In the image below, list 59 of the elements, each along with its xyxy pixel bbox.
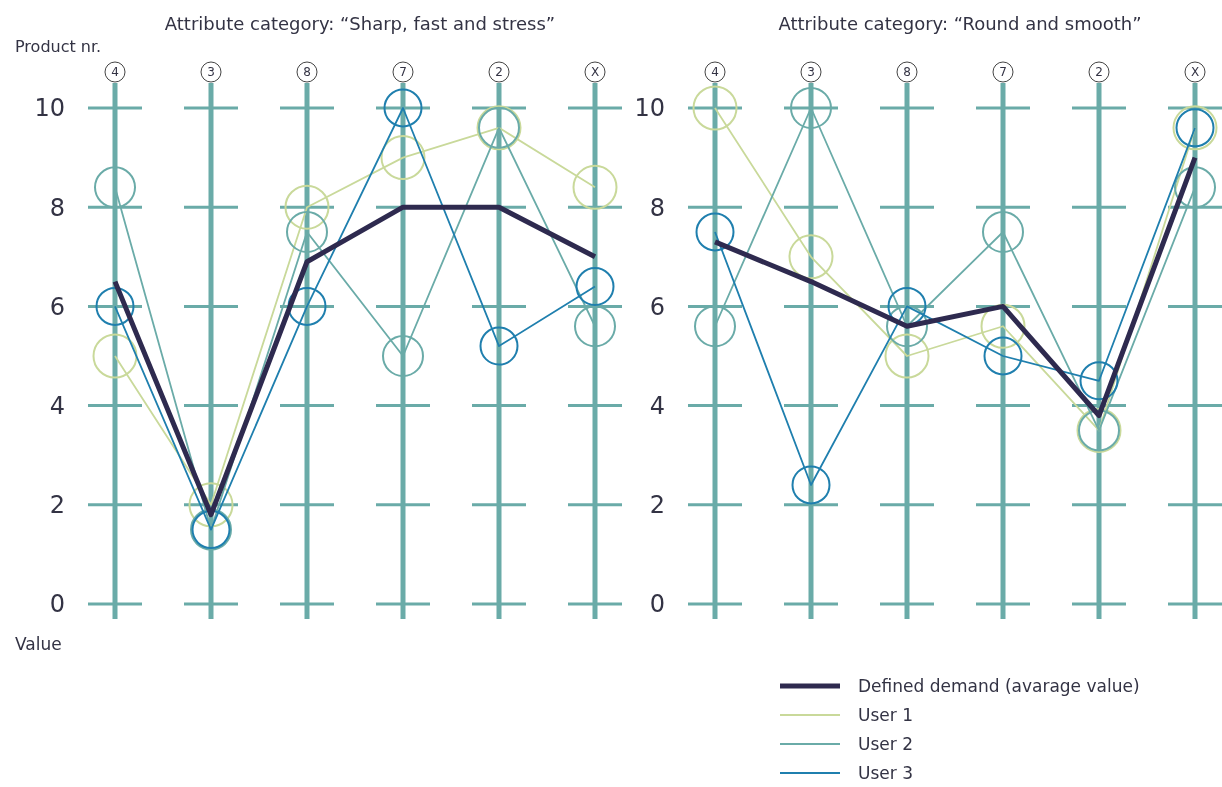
point xyxy=(383,88,423,128)
point xyxy=(692,85,738,131)
point xyxy=(790,87,832,129)
x-tick-label: 4 xyxy=(711,65,719,80)
chart-title: Attribute category: “Sharp, fast and stress” xyxy=(164,13,556,34)
x-tick-label: 2 xyxy=(495,65,503,80)
point xyxy=(1174,166,1216,209)
y-tick-label: 8 xyxy=(649,193,665,222)
x-tick-label: 4 xyxy=(111,65,119,80)
y-tick-label: 6 xyxy=(649,292,665,321)
point xyxy=(574,305,616,348)
y-tick-label: 10 xyxy=(634,94,665,123)
y-tick-label: 4 xyxy=(649,392,665,420)
point xyxy=(982,211,1024,253)
chart-title: Attribute category: “Round and smooth” xyxy=(778,13,1142,34)
x-tick-label: 2 xyxy=(1095,65,1103,80)
x-tick-label: 3 xyxy=(207,65,215,80)
y-tick-label: 0 xyxy=(49,590,65,619)
y-tick-label: 2 xyxy=(49,491,65,520)
point xyxy=(92,333,138,379)
x-tick-label: X xyxy=(1190,65,1200,80)
legend-label: User 2 xyxy=(858,733,913,754)
point xyxy=(884,333,930,379)
x-tick-label: 3 xyxy=(807,65,815,80)
point xyxy=(284,184,330,230)
point xyxy=(983,336,1023,376)
point xyxy=(788,234,834,280)
x-tick-label: 7 xyxy=(399,65,407,80)
y-axis-title: Value xyxy=(15,634,62,654)
x-tick-label: 7 xyxy=(999,65,1007,80)
x-tick-label: 8 xyxy=(903,65,911,80)
point xyxy=(380,135,426,181)
point xyxy=(188,482,234,528)
x-tick-label: 8 xyxy=(303,65,311,80)
point xyxy=(694,305,736,348)
legend-label: Defined demand (avarage value) xyxy=(858,675,1140,696)
point xyxy=(1079,361,1119,401)
point xyxy=(95,286,135,326)
legend-label: User 1 xyxy=(858,704,913,725)
y-tick-label: 6 xyxy=(49,292,65,321)
y-tick-label: 2 xyxy=(649,491,665,520)
point xyxy=(286,211,328,253)
point xyxy=(575,267,615,307)
point xyxy=(479,326,519,366)
point xyxy=(287,286,327,326)
point xyxy=(980,303,1026,349)
point xyxy=(791,465,831,505)
y-tick-label: 4 xyxy=(49,392,65,420)
point xyxy=(382,335,424,377)
point xyxy=(572,164,618,210)
point xyxy=(94,166,136,209)
y-tick-label: 10 xyxy=(34,94,65,123)
y-tick-label: 0 xyxy=(649,590,665,619)
x-axis-title: Product nr. xyxy=(15,37,102,56)
point xyxy=(886,305,928,348)
legend-label: User 3 xyxy=(858,762,913,783)
y-tick-label: 8 xyxy=(49,193,65,222)
x-tick-label: X xyxy=(590,65,600,80)
point xyxy=(695,212,735,252)
